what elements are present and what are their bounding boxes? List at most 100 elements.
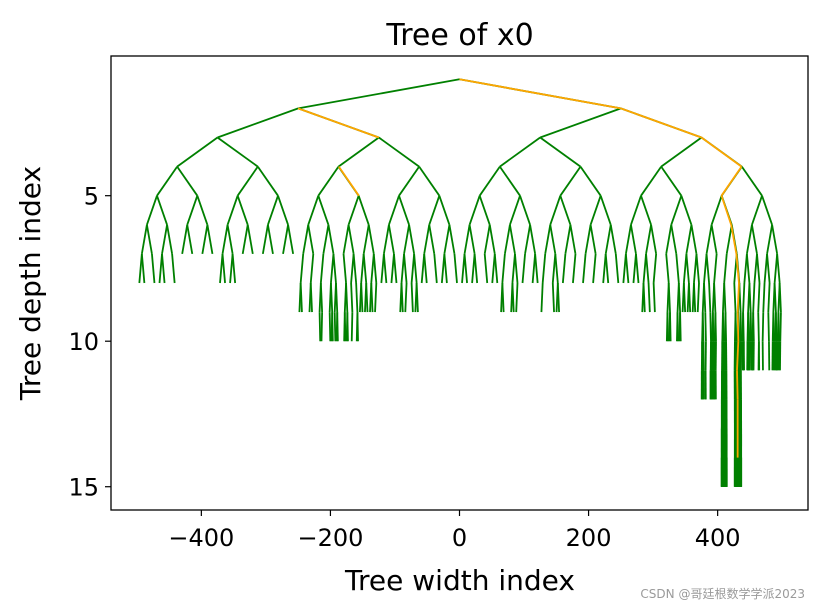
tree-branch [720, 166, 743, 197]
tree-branch [624, 224, 632, 255]
tree-branch [710, 224, 718, 255]
tree-branch [742, 312, 745, 342]
highlighted-path [297, 78, 743, 458]
tree-branch [614, 253, 620, 284]
tree-branch [309, 253, 315, 284]
tree-branch [221, 224, 229, 255]
tree-branch [346, 312, 349, 342]
tree-branch [549, 224, 557, 255]
tree-branch [579, 166, 602, 197]
x-tick-label: 0 [452, 524, 467, 552]
tree-branch [751, 224, 758, 255]
tree-branch [261, 224, 269, 255]
tree-branch [774, 312, 778, 342]
tree-branch [708, 282, 712, 313]
tree-branch [488, 224, 496, 255]
tree-branch [685, 224, 693, 255]
tree-branch [196, 195, 209, 226]
tree-branch [403, 253, 408, 284]
tree-branch [589, 195, 602, 226]
tree-branch [319, 282, 324, 313]
tree-branch [696, 282, 700, 313]
tree-branch [515, 282, 519, 313]
tree-branch [544, 224, 552, 255]
tree-branch [556, 282, 560, 313]
tree-branch [382, 253, 388, 284]
tree-branch [734, 312, 738, 342]
tree-branch [463, 224, 471, 255]
tree-branch [705, 224, 713, 255]
tree-branch [539, 136, 582, 168]
tree-branch [710, 195, 723, 226]
tree-branch [751, 195, 763, 226]
tree-branch [428, 224, 436, 255]
tree-branch [328, 312, 332, 342]
tree-branch [524, 224, 531, 255]
tree-branch [423, 224, 431, 255]
tree-branch [388, 195, 400, 226]
tree-branch [299, 253, 305, 284]
tree-branch [509, 224, 516, 255]
tree-branch [156, 195, 168, 226]
x-tick-label: 400 [695, 524, 741, 552]
tree-branch [709, 312, 712, 342]
tree-branch [700, 136, 743, 168]
tree-branch [453, 253, 458, 284]
tree-branch [680, 195, 693, 226]
tree-branch [231, 253, 237, 284]
tree-branch [650, 224, 658, 255]
tree-branch [713, 253, 718, 284]
tree-branch [398, 195, 410, 226]
tree-branch [176, 136, 219, 168]
tree-branch [140, 224, 148, 255]
tree-branch [287, 224, 295, 255]
tree-branch [730, 224, 738, 255]
tree-branch [333, 312, 337, 342]
tree-branch [443, 224, 451, 255]
tree-branch [701, 312, 705, 342]
tree-branch [645, 253, 650, 284]
tree-branch [569, 224, 577, 255]
tree-branch [336, 312, 339, 342]
tree-branch [745, 253, 751, 284]
tree-branch [433, 253, 438, 284]
tree-branch [362, 253, 368, 284]
tree-branch [742, 282, 746, 313]
tree-branch [221, 253, 226, 284]
tree-branch [468, 195, 481, 226]
tree-branch [736, 312, 740, 342]
tree-branch [146, 224, 153, 255]
tree-branch [511, 282, 515, 313]
tree-branch [161, 224, 168, 255]
tree-branch [468, 224, 476, 255]
tree-branch [347, 224, 355, 255]
tree-branch [645, 224, 652, 255]
tree-branch [302, 224, 310, 255]
tree-branch [327, 224, 335, 255]
tree-branch [688, 282, 692, 313]
tree-branch [773, 282, 777, 313]
tree-branch [746, 224, 753, 255]
tree-branch [355, 282, 359, 313]
tree-branch [630, 195, 642, 226]
tree-branch [241, 224, 249, 255]
tree-branch [342, 224, 350, 255]
tree-branch [766, 253, 771, 284]
tree-branch [747, 312, 750, 342]
tree-branch [438, 195, 451, 226]
tree-branch [559, 195, 572, 226]
tree-branch [735, 253, 740, 284]
tree-branch [322, 224, 330, 255]
tree-branch [624, 253, 630, 284]
tree-branch [501, 253, 506, 284]
x-axis-label: Tree width index [344, 564, 575, 597]
tree-branch [757, 282, 761, 313]
tree-branch [720, 195, 733, 226]
tree-branch [703, 282, 707, 313]
tree-branch [317, 195, 330, 226]
tree-branch [335, 282, 339, 313]
tree-branch [604, 253, 610, 284]
tree-branch [423, 253, 428, 284]
watermark: CSDN @哥廷根数学学派2023 [640, 586, 805, 601]
